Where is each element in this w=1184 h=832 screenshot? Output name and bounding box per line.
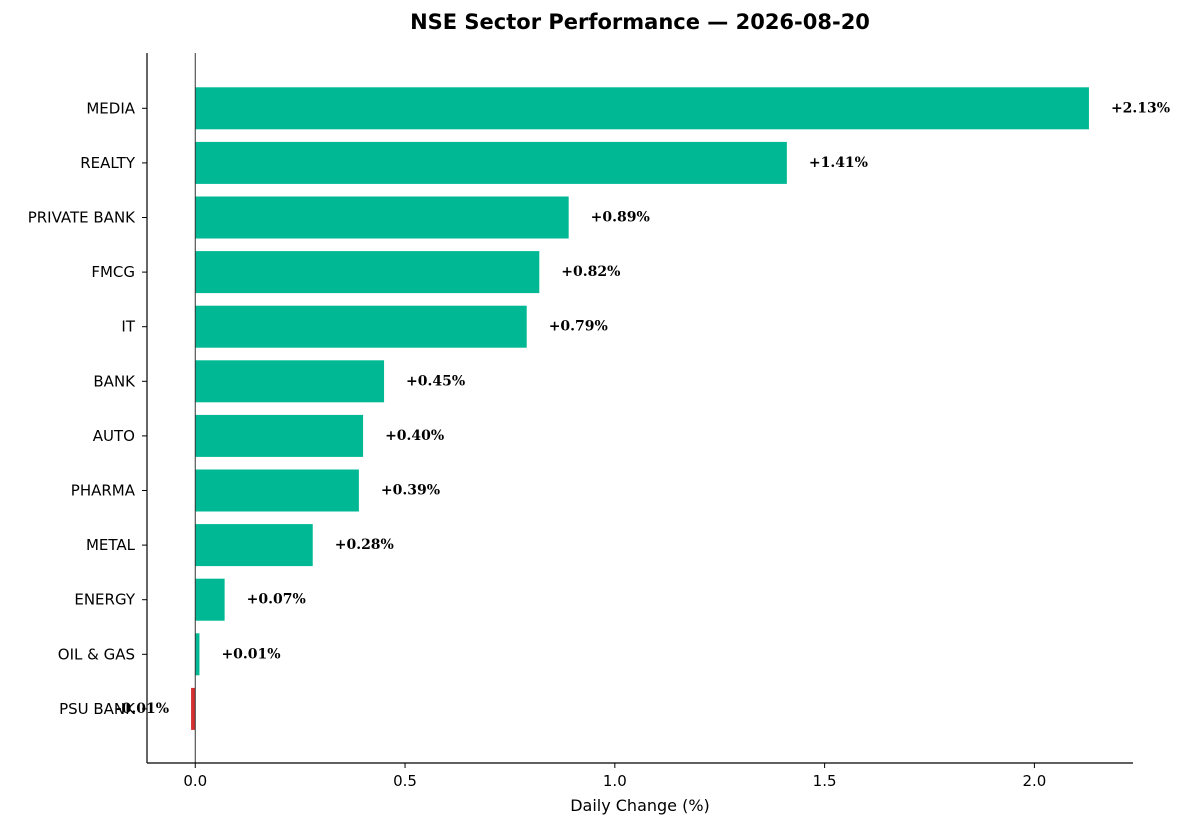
category-label: BANK <box>93 372 136 390</box>
bars-group <box>191 87 1089 730</box>
category-label: PSU BANK <box>59 700 136 718</box>
bar <box>195 469 359 512</box>
value-label: +0.07% <box>247 592 306 608</box>
category-label: PRIVATE BANK <box>28 209 136 227</box>
category-label: AUTO <box>93 427 135 445</box>
category-label: IT <box>121 318 135 336</box>
bar <box>191 687 196 730</box>
category-label: OIL & GAS <box>58 645 135 663</box>
x-axis-ticks: 0.0 0.5 1.0 1.5 2.0 <box>183 763 1046 790</box>
x-tick-label: 0.5 <box>393 772 417 790</box>
category-label: PHARMA <box>71 482 136 500</box>
bar <box>195 414 364 457</box>
category-label: MEDIA <box>86 99 135 117</box>
x-axis-title: Daily Change (%) <box>570 796 710 815</box>
bar <box>195 87 1089 130</box>
value-label: +1.41% <box>809 155 868 171</box>
bar <box>195 141 787 184</box>
value-label: +0.01% <box>221 646 280 662</box>
x-tick-label: 0.0 <box>183 772 207 790</box>
bar <box>195 196 569 239</box>
category-labels: MEDIA REALTY PRIVATE BANK FMCG IT BANK AUTO PHA… <box>28 99 147 718</box>
x-tick-label: 1.5 <box>813 772 837 790</box>
value-label: +0.82% <box>561 264 620 280</box>
value-label: +0.45% <box>406 373 465 389</box>
value-label: +0.39% <box>381 483 440 499</box>
category-label: REALTY <box>80 154 136 172</box>
category-label: FMCG <box>91 263 135 281</box>
value-label: +0.89% <box>591 210 650 226</box>
category-label: METAL <box>86 536 136 554</box>
value-label: +0.40% <box>385 428 444 444</box>
value-label: +0.28% <box>335 537 394 553</box>
bar <box>195 305 527 348</box>
chart-title: NSE Sector Performance — 2026-08-20 <box>410 10 870 34</box>
value-label: +2.13% <box>1111 100 1170 116</box>
bar <box>195 633 200 676</box>
bar <box>195 578 225 621</box>
bar <box>195 251 540 294</box>
x-tick-label: 2.0 <box>1022 772 1046 790</box>
bar <box>195 360 385 403</box>
value-label: +0.79% <box>549 319 608 335</box>
x-tick-label: 1.0 <box>603 772 627 790</box>
value-labels: +2.13% +1.41% +0.89% +0.82% +0.79% +0.45% +0.4… <box>116 100 1170 717</box>
bar <box>195 524 313 567</box>
value-label: -0.01% <box>116 701 169 717</box>
category-label: ENERGY <box>74 591 135 609</box>
